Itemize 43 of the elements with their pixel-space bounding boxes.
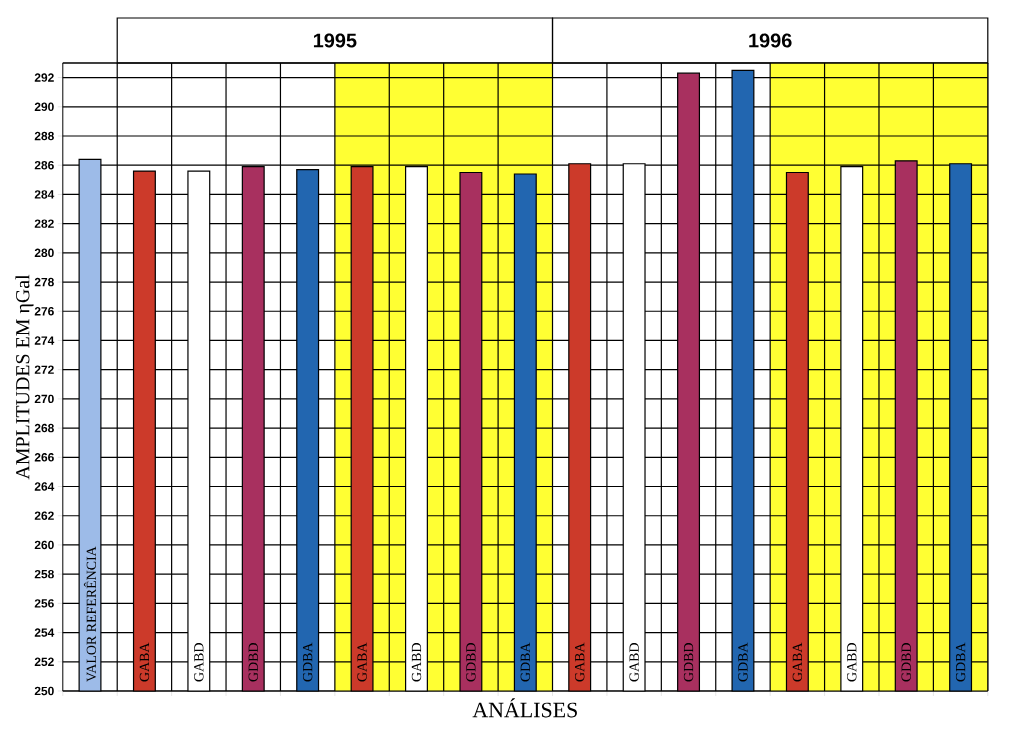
x-axis-title: ANÁLISES — [472, 698, 577, 718]
y-tick-label: 288 — [34, 131, 54, 141]
x-tick-label: GDBD — [683, 643, 694, 682]
y-tick-label: 276 — [34, 307, 54, 316]
text: 1995 — [313, 33, 357, 48]
y-tick-label: 260 — [34, 540, 54, 550]
y-tick-label: 282 — [34, 219, 54, 228]
x-tick-label: GABA — [357, 642, 367, 682]
y-tick-label: 292 — [34, 73, 54, 82]
x-tick-label: GDBA — [738, 642, 748, 682]
x-tick-label: GDBA — [955, 642, 966, 682]
x-tick-label: GABD — [194, 643, 204, 682]
y-tick-label: 278 — [34, 277, 54, 287]
y-tick-label: 286 — [34, 160, 54, 170]
x-tick-label: GDBD — [466, 643, 476, 682]
y-tick-label: 266 — [34, 453, 54, 462]
x-tick-label: GDBA — [302, 642, 313, 682]
y-tick-label: 252 — [34, 657, 54, 666]
y-axis-title: AMPLITUDES EM ηGal — [15, 274, 34, 480]
y-tick-label: 258 — [34, 569, 54, 579]
y-tick-label: 268 — [34, 423, 54, 433]
y-tick-label: 270 — [34, 394, 54, 404]
y-tick-label: 254 — [34, 628, 55, 637]
x-tick-label: GABA — [139, 642, 150, 682]
y-tick-label: 274 — [34, 336, 55, 345]
x-tick-label: GDBD — [248, 643, 258, 682]
y-tick-label: 264 — [34, 482, 55, 491]
x-tick-label: GABD — [847, 643, 857, 682]
y-tick-label: 250 — [34, 686, 54, 696]
y-tick-label: 290 — [34, 102, 54, 112]
x-tick-label: VALOR REFERÊNCIA — [83, 546, 97, 682]
text: 1996 — [749, 33, 792, 48]
x-tick-label: GABD — [411, 643, 422, 682]
x-tick-label: GDBA — [520, 642, 530, 682]
y-tick-label: 280 — [34, 248, 54, 258]
y-tick-label: 256 — [34, 599, 54, 608]
x-tick-label: GABA — [792, 642, 803, 682]
x-tick-label: GDBD — [901, 643, 911, 682]
y-tick-label: 262 — [34, 511, 54, 520]
x-tick-label: GABD — [629, 643, 639, 682]
y-tick-label: 284 — [34, 190, 55, 199]
x-tick-label: GABA — [575, 642, 585, 682]
y-tick-label: 272 — [34, 365, 54, 374]
